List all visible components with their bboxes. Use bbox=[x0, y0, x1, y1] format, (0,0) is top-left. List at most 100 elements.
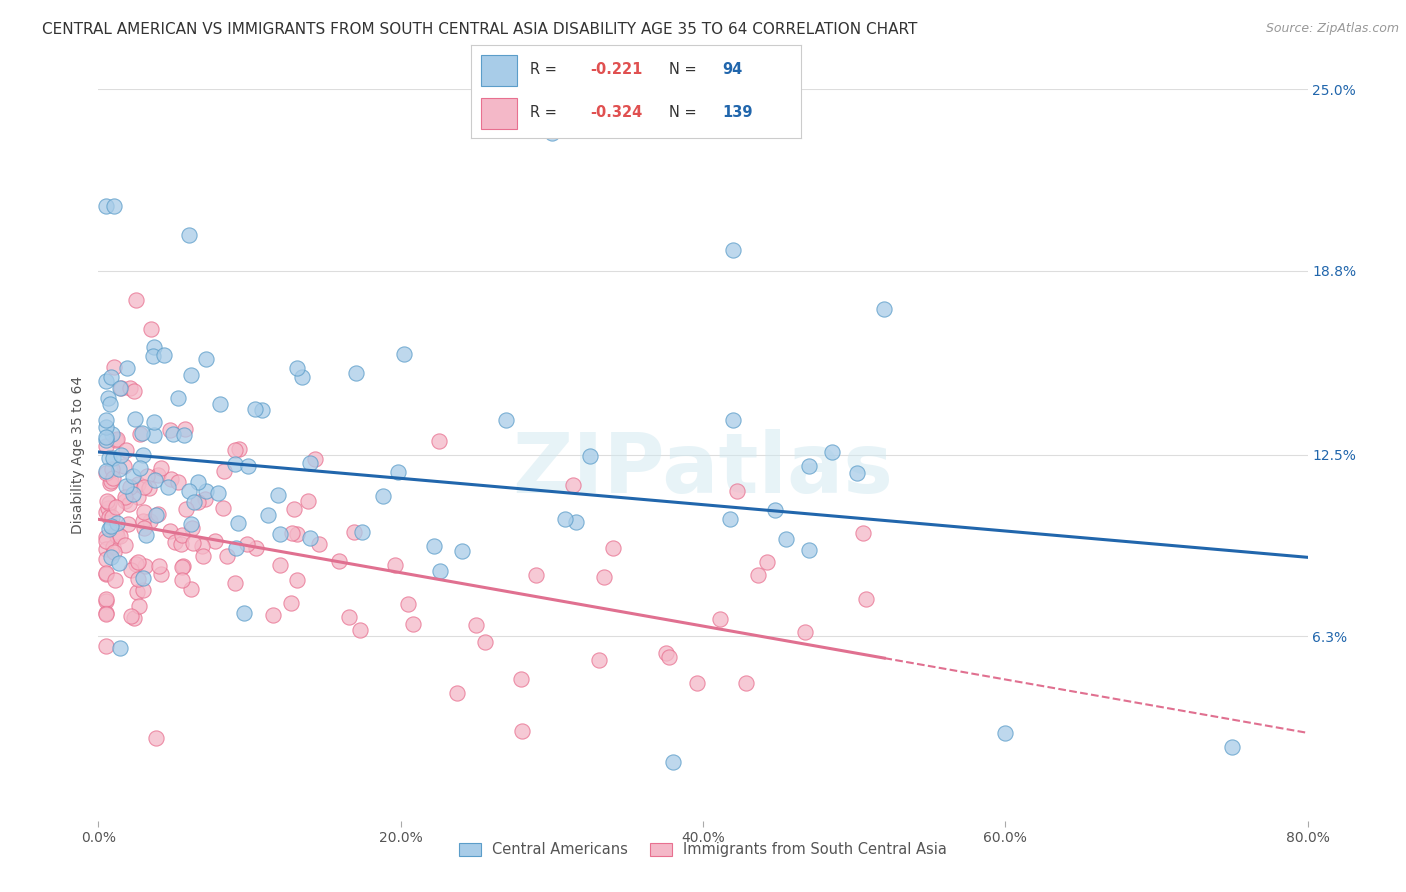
Point bbox=[212, 464, 235, 478]
Point bbox=[97, 451, 120, 466]
Point bbox=[131, 425, 153, 440]
Point bbox=[1220, 740, 1243, 755]
Point bbox=[110, 448, 132, 462]
Point bbox=[128, 460, 150, 475]
Point bbox=[172, 528, 194, 542]
Text: R =: R = bbox=[530, 62, 562, 78]
Point bbox=[208, 397, 231, 411]
Point bbox=[427, 434, 450, 448]
Point bbox=[108, 462, 131, 476]
Point bbox=[446, 686, 468, 700]
Point bbox=[224, 576, 246, 591]
Point bbox=[709, 612, 731, 626]
Point bbox=[94, 640, 117, 654]
Point bbox=[191, 549, 214, 564]
Point bbox=[94, 530, 117, 544]
Point bbox=[110, 381, 132, 395]
Point bbox=[180, 521, 202, 535]
Point bbox=[297, 494, 319, 508]
Point bbox=[172, 574, 194, 588]
Point bbox=[125, 557, 148, 571]
Point bbox=[127, 490, 149, 504]
Point bbox=[343, 525, 366, 540]
Point bbox=[96, 494, 118, 508]
Point bbox=[122, 610, 145, 624]
Point bbox=[423, 539, 446, 553]
Point bbox=[212, 500, 235, 515]
Point bbox=[132, 448, 155, 462]
Point bbox=[167, 391, 190, 405]
Point bbox=[723, 243, 745, 257]
Point bbox=[94, 375, 117, 389]
Point bbox=[98, 476, 121, 491]
Point bbox=[97, 509, 120, 524]
Point bbox=[157, 480, 180, 494]
Point bbox=[101, 427, 124, 442]
Point bbox=[94, 420, 117, 434]
Point bbox=[150, 460, 173, 475]
Y-axis label: Disability Age 35 to 64: Disability Age 35 to 64 bbox=[70, 376, 84, 534]
Text: ZIPatlas: ZIPatlas bbox=[513, 429, 893, 510]
Point bbox=[104, 573, 127, 587]
Point bbox=[114, 494, 136, 508]
Text: N =: N = bbox=[669, 62, 702, 78]
Point bbox=[120, 480, 142, 494]
Point bbox=[236, 537, 259, 551]
Point bbox=[94, 566, 117, 581]
Point bbox=[269, 558, 291, 572]
Point bbox=[308, 537, 330, 551]
Point bbox=[177, 484, 200, 499]
Point bbox=[194, 491, 217, 506]
Point bbox=[775, 532, 797, 546]
Point bbox=[124, 411, 146, 425]
Point bbox=[855, 591, 877, 606]
Point bbox=[148, 559, 170, 574]
Point bbox=[115, 478, 138, 492]
Point bbox=[179, 228, 201, 243]
Point bbox=[994, 726, 1017, 740]
Point bbox=[172, 558, 194, 573]
Point bbox=[756, 554, 779, 568]
Point bbox=[110, 641, 132, 656]
Point bbox=[429, 564, 451, 578]
Point bbox=[285, 573, 308, 587]
Point bbox=[128, 599, 150, 614]
Point bbox=[94, 430, 117, 444]
Point bbox=[98, 397, 121, 411]
Point bbox=[115, 442, 138, 457]
Point bbox=[173, 427, 195, 442]
Point bbox=[280, 596, 302, 610]
Point bbox=[162, 426, 184, 441]
Point bbox=[387, 466, 409, 480]
Point bbox=[105, 516, 128, 530]
Point bbox=[384, 558, 406, 573]
Point bbox=[873, 301, 896, 316]
Point bbox=[127, 572, 149, 586]
Point bbox=[100, 518, 122, 533]
Point bbox=[148, 507, 170, 521]
Point bbox=[97, 522, 120, 536]
Point bbox=[658, 650, 681, 665]
Point bbox=[344, 366, 367, 380]
Point bbox=[120, 381, 142, 395]
Point bbox=[245, 541, 267, 556]
Text: -0.221: -0.221 bbox=[591, 62, 643, 78]
Point bbox=[103, 540, 125, 554]
Point bbox=[114, 491, 136, 505]
Point bbox=[269, 526, 291, 541]
Point bbox=[115, 361, 138, 376]
Point bbox=[602, 541, 624, 556]
Point bbox=[150, 566, 173, 581]
Point bbox=[159, 524, 181, 538]
Point bbox=[112, 458, 135, 473]
Point bbox=[392, 347, 415, 361]
FancyBboxPatch shape bbox=[481, 55, 517, 86]
Point bbox=[763, 503, 786, 517]
Point bbox=[108, 529, 131, 543]
Point bbox=[283, 502, 305, 516]
Point bbox=[451, 543, 474, 558]
Point bbox=[371, 489, 394, 503]
Point bbox=[94, 594, 117, 608]
Point bbox=[138, 481, 160, 495]
Point bbox=[349, 623, 371, 637]
